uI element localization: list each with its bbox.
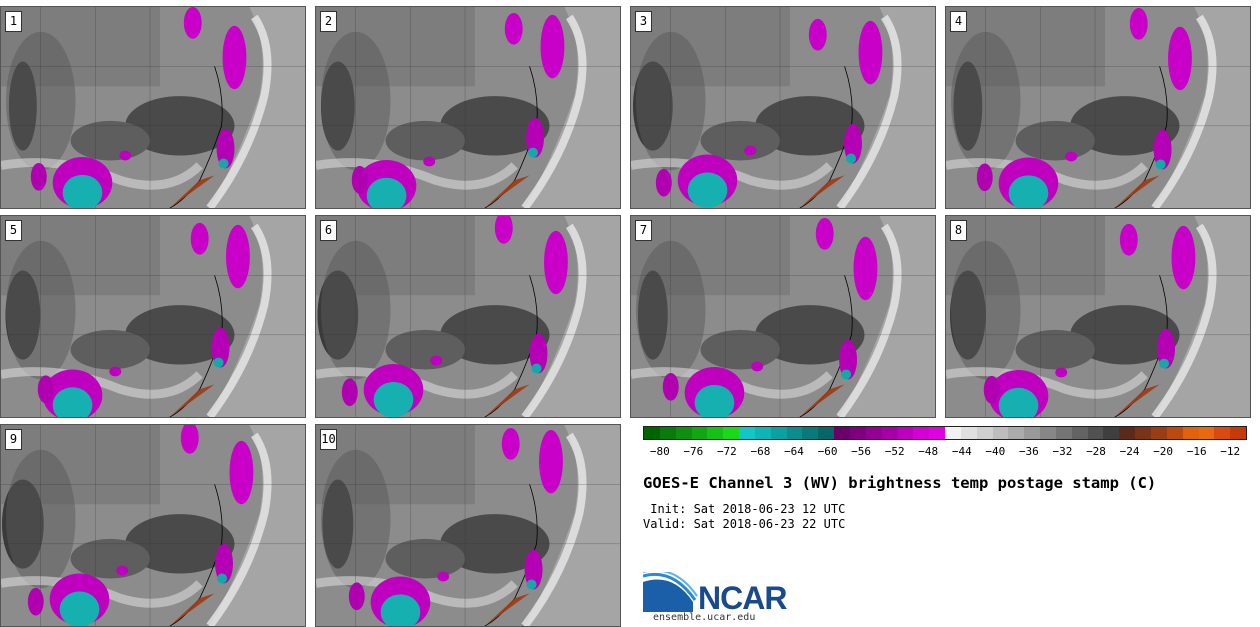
wv-map: [1, 425, 305, 626]
colorbar-swatch: [1135, 427, 1151, 439]
logo-url: ensemble.ucar.edu: [653, 612, 756, 623]
map-panel: 8: [945, 215, 1251, 418]
panel-label: 10: [320, 429, 337, 450]
colorbar-tick-label: −52: [884, 445, 905, 458]
colorbar-swatch: [1214, 427, 1231, 439]
colorbar-tick-label: −60: [817, 445, 838, 458]
colorbar-tick-label: −44: [951, 445, 972, 458]
colorbar-swatch: [929, 427, 946, 439]
colorbar-swatch: [691, 427, 708, 439]
colorbar-swatch: [770, 427, 787, 439]
logo-text: NCAR: [698, 580, 787, 616]
map-panel: 1: [0, 6, 306, 209]
panel-label: 9: [5, 429, 22, 450]
colorbar-swatch: [1103, 427, 1120, 439]
colorbar-tick-label: −76: [683, 445, 704, 458]
wv-map: [1, 216, 305, 417]
map-panel: 9: [0, 424, 306, 627]
map-panel: 2: [315, 6, 621, 209]
colorbar-tick-label: −56: [851, 445, 872, 458]
colorbar-swatch: [992, 427, 1009, 439]
colorbar-ticks: −80 −76 −72 −68 −64 −60 −56 −52 −48 −44 −40 −36 −32−…: [643, 442, 1247, 462]
ncar-logo-icon: [643, 572, 698, 612]
colorbar-swatch: [897, 427, 914, 439]
colorbar: [643, 426, 1247, 440]
wv-map: [316, 425, 620, 626]
colorbar-swatch: [659, 427, 676, 439]
wv-map: [631, 216, 935, 417]
colorbar-tick-label: −36: [1018, 445, 1039, 458]
map-panel: 5: [0, 215, 306, 418]
colorbar-swatch: [834, 427, 850, 439]
panel-label: 4: [950, 11, 967, 32]
colorbar-tick-label: −20: [1153, 445, 1174, 458]
colorbar-swatch: [802, 427, 819, 439]
colorbar-tick-label: −48: [918, 445, 939, 458]
colorbar-tick-label: −24: [1119, 445, 1140, 458]
colorbar-swatch: [1198, 427, 1215, 439]
colorbar-swatch: [1087, 427, 1104, 439]
colorbar-swatch: [1119, 427, 1136, 439]
panel-label: 1: [5, 11, 22, 32]
panel-label: 3: [635, 11, 652, 32]
colorbar-swatch: [739, 427, 755, 439]
colorbar-tick-label: −28: [1086, 445, 1106, 458]
colorbar-swatch: [754, 427, 771, 439]
colorbar-tick-label: −12: [1220, 445, 1241, 458]
valid-time: Valid: Sat 2018-06-23 22 UTC: [643, 517, 846, 531]
colorbar-swatch: [1230, 427, 1247, 439]
wv-map: [316, 7, 620, 208]
colorbar-tick-label: −32: [1052, 445, 1073, 458]
colorbar-swatch: [960, 427, 977, 439]
colorbar-swatch: [1008, 427, 1025, 439]
panel-label: 7: [635, 220, 652, 241]
colorbar-tick-label: −68: [750, 445, 771, 458]
colorbar-swatch: [1024, 427, 1041, 439]
colorbar-swatch: [818, 427, 835, 439]
wv-map: [631, 7, 935, 208]
colorbar-swatch: [1055, 427, 1072, 439]
panel-label: 5: [5, 220, 22, 241]
colorbar-swatch: [1040, 427, 1056, 439]
colorbar-swatch: [675, 427, 692, 439]
colorbar-swatch: [723, 427, 740, 439]
colorbar-swatch: [881, 427, 898, 439]
wv-map: [316, 216, 620, 417]
colorbar-swatch: [976, 427, 993, 439]
wv-map: [1, 7, 305, 208]
colorbar-swatch: [1182, 427, 1199, 439]
panel-label: 2: [320, 11, 337, 32]
colorbar-swatch: [913, 427, 930, 439]
colorbar-swatch: [865, 427, 882, 439]
map-panel: 4: [945, 6, 1251, 209]
colorbar-tick-label: −64: [784, 445, 804, 458]
wv-map: [946, 216, 1250, 417]
panel-label: 6: [320, 220, 337, 241]
map-panel: 7: [630, 215, 936, 418]
map-panel: 10: [315, 424, 621, 627]
colorbar-swatch: [644, 427, 660, 439]
colorbar-swatch: [1151, 427, 1167, 439]
colorbar-tick-label: −40: [985, 445, 1006, 458]
colorbar-swatch: [849, 427, 866, 439]
colorbar-swatch: [1071, 427, 1088, 439]
map-panel: 6: [315, 215, 621, 418]
figure-title: GOES-E Channel 3 (WV) brightness temp po…: [643, 474, 1157, 492]
colorbar-swatch: [1166, 427, 1183, 439]
init-time: Init: Sat 2018-06-23 12 UTC: [643, 502, 846, 516]
colorbar-tick-label: −72: [716, 445, 737, 458]
colorbar-tick-label: −16: [1186, 445, 1207, 458]
colorbar-swatch: [945, 427, 961, 439]
wv-map: [946, 7, 1250, 208]
colorbar-swatch: [707, 427, 724, 439]
colorbar-swatch: [786, 427, 803, 439]
colorbar-tick-label: −80: [649, 445, 670, 458]
panel-label: 8: [950, 220, 967, 241]
map-panel: 3: [630, 6, 936, 209]
